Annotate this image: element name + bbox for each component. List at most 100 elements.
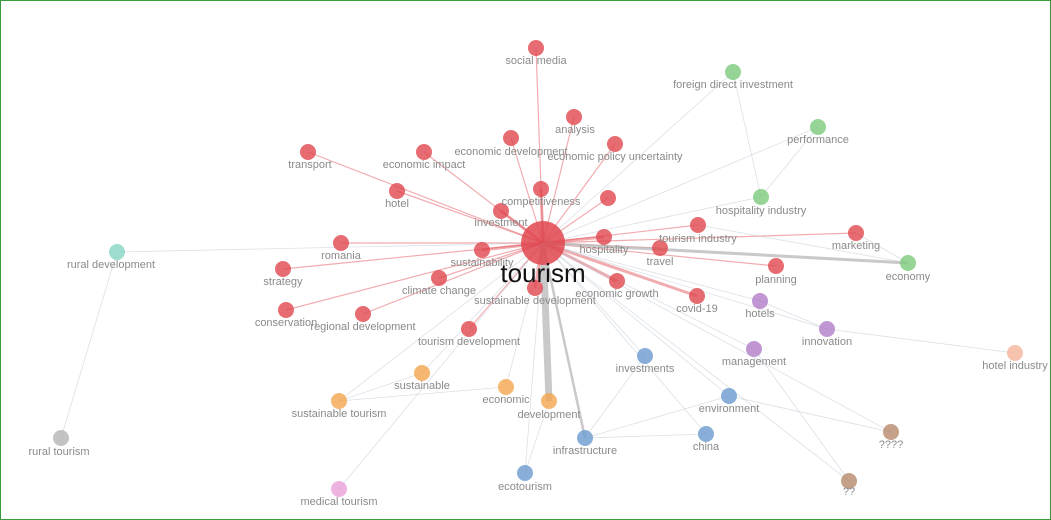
node (753, 189, 769, 205)
edge (732, 71, 762, 198)
edge (421, 242, 544, 374)
node-label: economy (886, 271, 931, 283)
edge (423, 151, 544, 244)
node (333, 235, 349, 251)
node (533, 181, 549, 197)
node-label: tourism (500, 258, 585, 288)
node (698, 426, 714, 442)
node-label: investment (474, 217, 527, 229)
node (609, 273, 625, 289)
node (461, 321, 477, 337)
node (1007, 345, 1023, 361)
node (541, 393, 557, 409)
node (300, 144, 316, 160)
node (768, 258, 784, 274)
edge (539, 242, 553, 402)
node-label: medical tourism (300, 496, 377, 508)
node-label: hotels (745, 308, 775, 320)
node (528, 40, 544, 56)
node (527, 280, 543, 296)
node (600, 190, 616, 206)
node (848, 225, 864, 241)
node (607, 136, 623, 152)
node-label: economic (482, 394, 530, 406)
node-label: conservation (255, 317, 317, 329)
edge (542, 241, 698, 298)
edge (542, 242, 892, 433)
edge (855, 232, 909, 264)
node (652, 240, 668, 256)
node-label: travel (647, 256, 674, 268)
node-label: tourism development (418, 336, 520, 348)
node-label: hospitality (580, 244, 629, 256)
node-label: investments (616, 363, 675, 375)
node-label: performance (787, 134, 849, 146)
node (819, 321, 835, 337)
node-label: management (722, 356, 786, 368)
node-label: ?? (843, 486, 855, 498)
node (278, 302, 294, 318)
edge (760, 126, 819, 198)
edge (542, 241, 909, 265)
node-label: rural tourism (28, 446, 89, 458)
node (431, 270, 447, 286)
edge (541, 242, 587, 439)
node (721, 388, 737, 404)
edge (524, 400, 550, 474)
edge (542, 242, 850, 482)
edge (338, 242, 544, 402)
node-label: planning (755, 274, 797, 286)
edge (542, 126, 819, 244)
edge (728, 395, 892, 433)
edge (535, 47, 544, 244)
node (414, 365, 430, 381)
edge (60, 251, 118, 439)
node-label: climate change (402, 285, 476, 297)
edge (524, 242, 544, 474)
node (577, 430, 593, 446)
node-label: economic policy uncertainty (547, 151, 683, 163)
node-label: innovation (802, 336, 852, 348)
node (498, 379, 514, 395)
edge (584, 395, 730, 439)
node-label: analysis (555, 124, 595, 136)
node (275, 261, 291, 277)
node-label: economic growth (575, 288, 658, 300)
node-label: hotel industry (982, 360, 1048, 372)
node-label: ecotourism (498, 481, 552, 493)
node (725, 64, 741, 80)
edge (753, 348, 850, 482)
node (416, 144, 432, 160)
node (503, 130, 519, 146)
node-label: china (693, 441, 720, 453)
node (474, 242, 490, 258)
edge (542, 232, 857, 244)
edge (338, 372, 423, 402)
edge (282, 242, 544, 270)
edge (542, 242, 761, 302)
node (900, 255, 916, 271)
node (355, 306, 371, 322)
node (521, 221, 565, 265)
edge (307, 151, 544, 244)
edge (542, 196, 762, 244)
node-label: rural development (67, 259, 155, 271)
node-label: transport (288, 159, 331, 171)
edge (338, 242, 544, 490)
node (883, 424, 899, 440)
node (752, 293, 768, 309)
node (53, 430, 69, 446)
node-label: economic development (454, 146, 567, 158)
edge (362, 242, 544, 315)
node (810, 119, 826, 135)
node (746, 341, 762, 357)
node-label: regional development (310, 321, 415, 333)
node-label: strategy (263, 276, 303, 288)
edge (584, 433, 707, 439)
edge (542, 242, 730, 397)
edge (584, 355, 646, 439)
nodes: tourism social media analysis economic deve… (28, 40, 1048, 508)
node-label: covid-19 (676, 303, 718, 315)
node-label: infrastructure (553, 445, 617, 457)
